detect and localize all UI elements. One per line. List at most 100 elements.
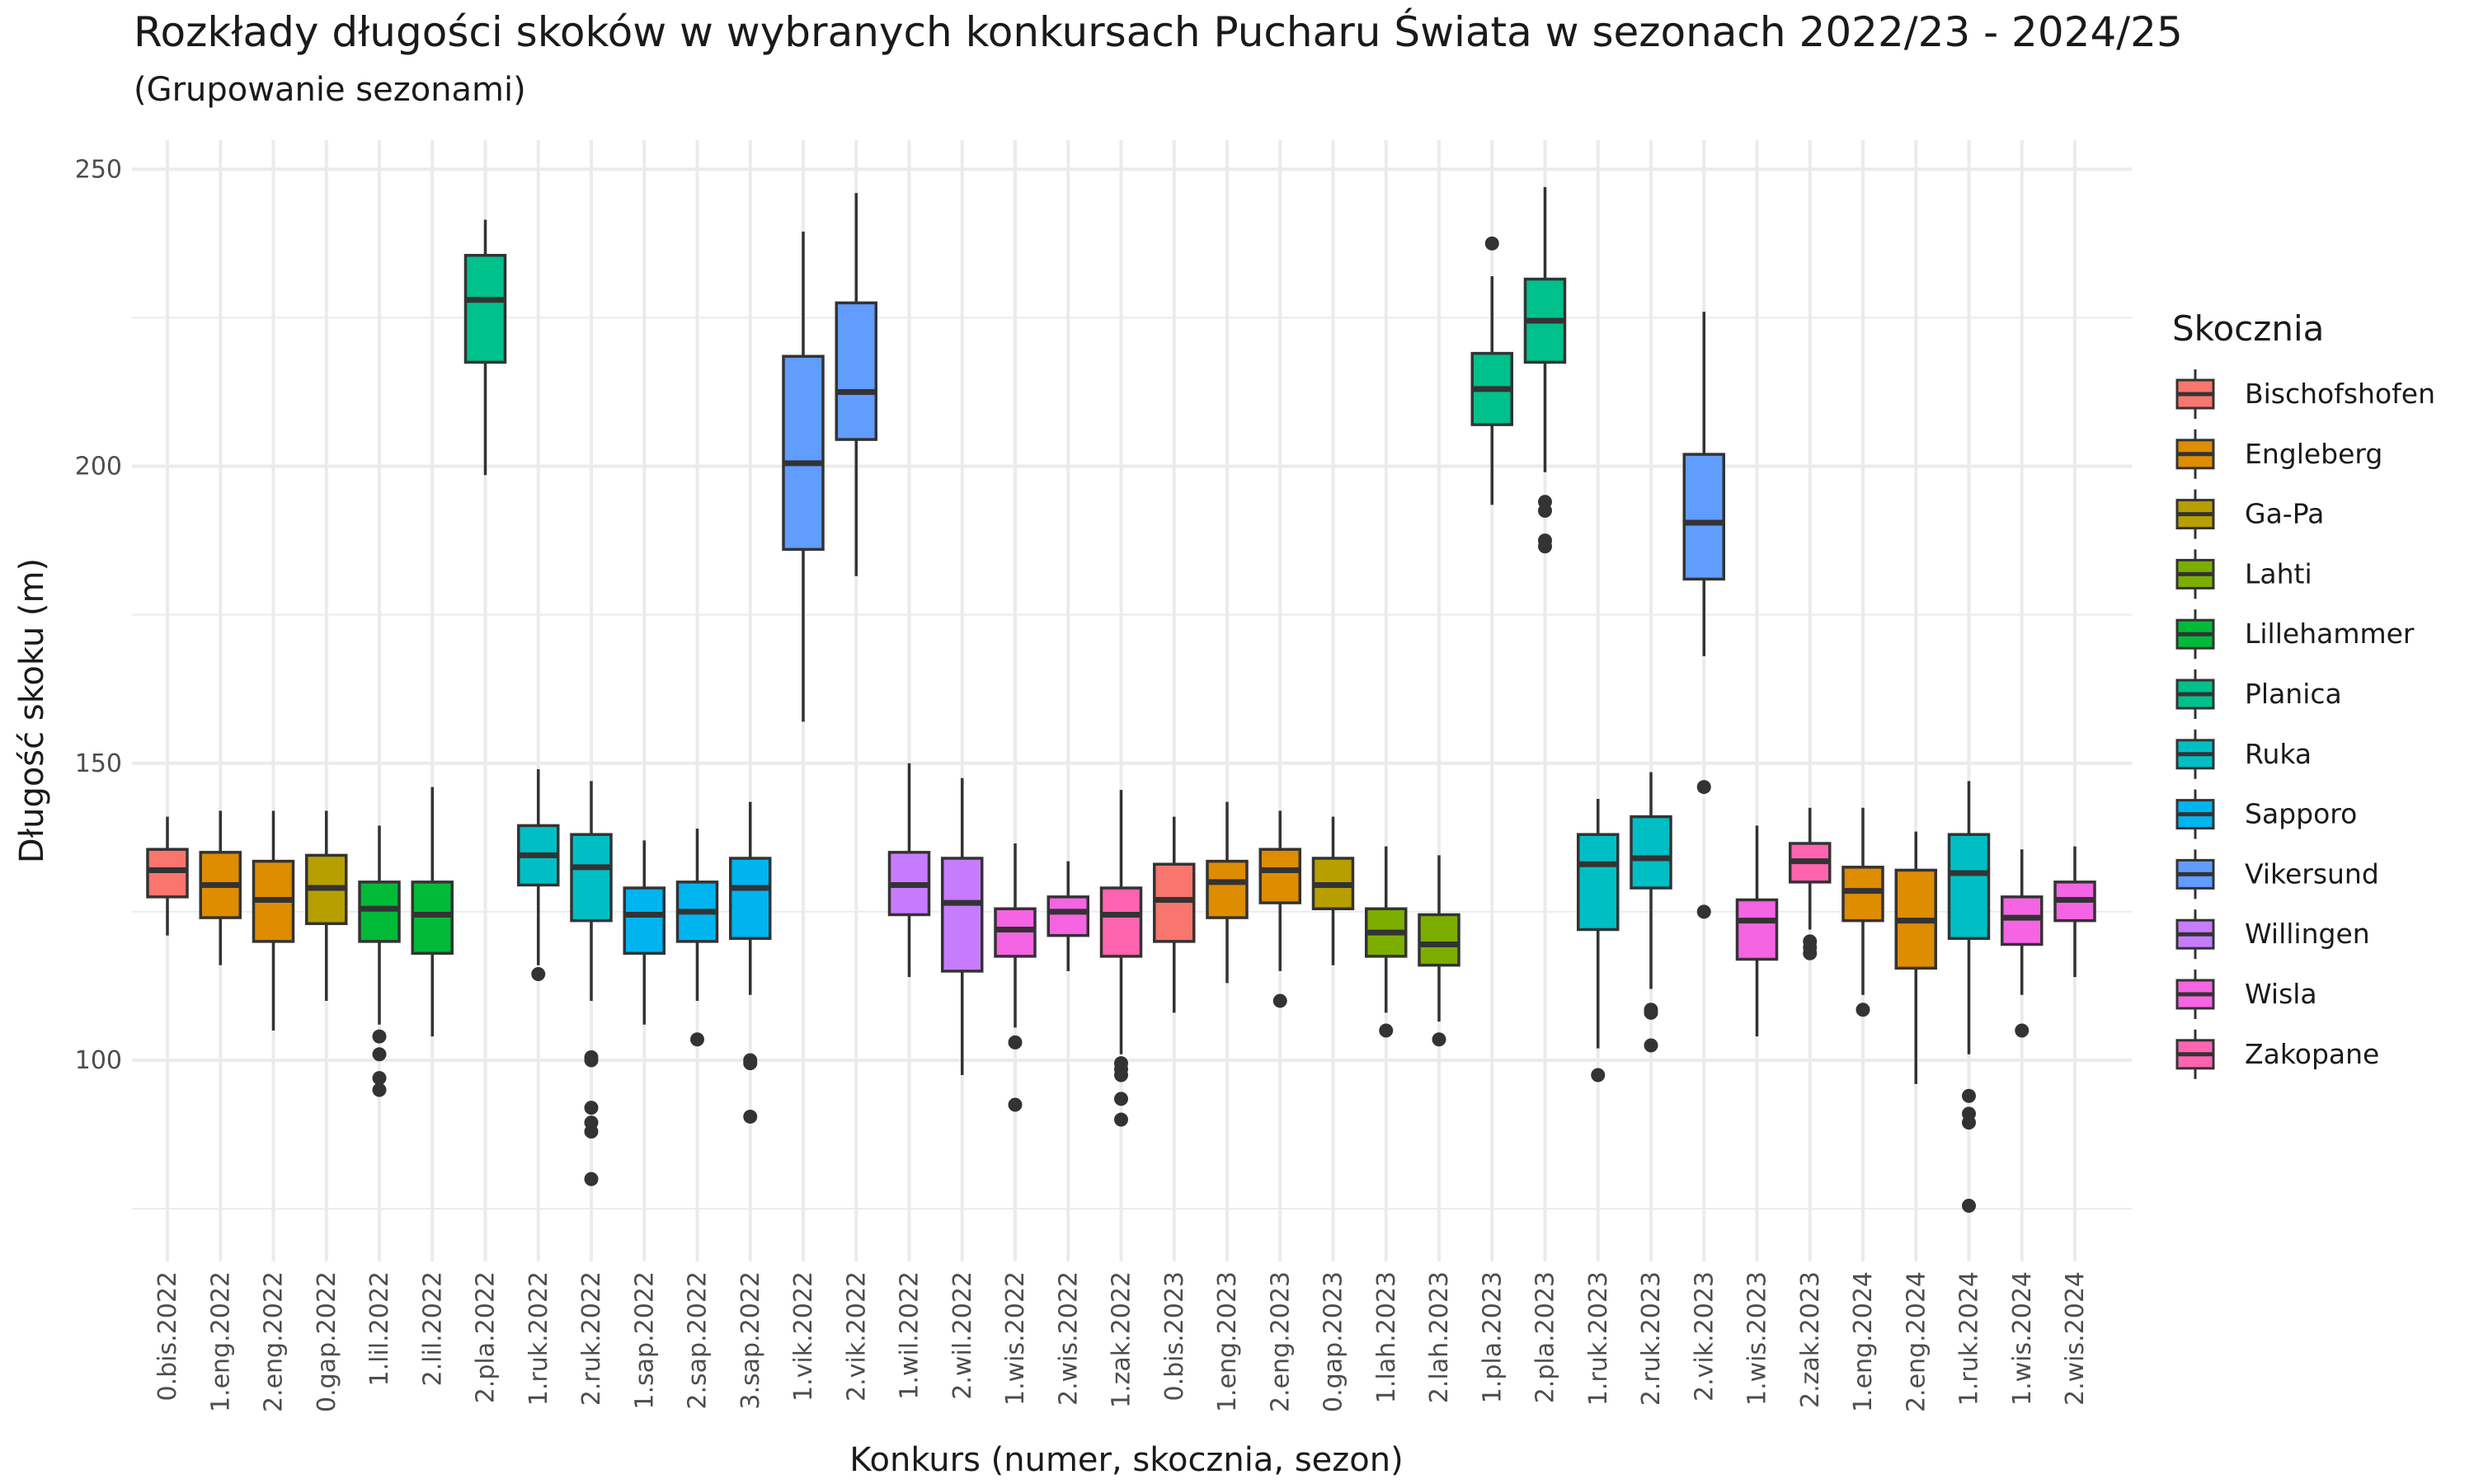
outlier-point [372, 1071, 387, 1086]
x-tick-label: 1.wil.2022 [896, 1271, 924, 1400]
outlier-point [372, 1029, 387, 1044]
box-2.eng.2023 [1258, 810, 1301, 1008]
box-1.wis.2022 [994, 843, 1037, 1112]
x-tick-label: 1.ruk.2022 [524, 1271, 553, 1406]
box-iqr [1099, 886, 1143, 958]
legend-label: Willingen [2245, 918, 2370, 950]
x-tick-label: 0.gap.2022 [313, 1271, 341, 1412]
outlier-point [1008, 1097, 1023, 1112]
box-2.pla.2023 [1523, 186, 1567, 554]
box-2.wis.2022 [1047, 861, 1089, 971]
x-tick-label: 2.eng.2022 [260, 1271, 289, 1412]
legend-label: Lillehammer [2245, 618, 2415, 650]
box-iqr [1258, 848, 1301, 904]
legend-item-Ga-Pa: Ga-Pa [2175, 489, 2324, 539]
y-tick-label: 100 [75, 1046, 122, 1075]
outlier-point [584, 1053, 599, 1068]
x-tick-label: 0.gap.2023 [1319, 1271, 1348, 1412]
box-iqr [411, 881, 454, 956]
box-2.lah.2023 [1418, 855, 1460, 1047]
box-2.zak.2023 [1789, 807, 1832, 960]
legend-label: Bischofshofen [2245, 378, 2435, 410]
box-iqr [1682, 453, 1725, 581]
outlier-point [584, 1101, 599, 1115]
box-0.bis.2023 [1153, 816, 1196, 1013]
legend-label: Sapporo [2245, 798, 2357, 830]
outlier-point [1644, 1005, 1658, 1020]
outlier-point [743, 1109, 758, 1124]
legend-item-Zakopane: Zakopane [2175, 1029, 2379, 1079]
outlier-point [1538, 504, 1552, 519]
box-iqr [1841, 866, 1884, 923]
outlier-point [1591, 1068, 1606, 1082]
box-2.sap.2022 [675, 829, 719, 1047]
legend-label: Ruka [2245, 738, 2312, 770]
legend-item-Wisla: Wisla [2175, 970, 2317, 1019]
outlier-point [1432, 1032, 1446, 1047]
x-axis-title: Konkurs (numer, skocznia, sezon) [849, 1441, 1403, 1479]
x-tick-label: 1.lah.2023 [1372, 1271, 1401, 1403]
legend-item-Lillehammer: Lillehammer [2175, 609, 2415, 660]
box-iqr [358, 881, 401, 943]
box-2.wis.2024 [2053, 846, 2096, 978]
box-1.ruk.2023 [1577, 798, 1620, 1082]
x-axis-ticks: 0.bis.2022 1.eng.2022 2.eng.2022 0.gap.2022… [153, 1271, 2090, 1412]
box-iqr [994, 907, 1037, 958]
box-2.eng.2024 [1894, 831, 1937, 1084]
boxes [146, 186, 2096, 1214]
y-axis-title: Długość skoku (m) [13, 558, 51, 863]
legend-label: Zakopane [2245, 1038, 2379, 1070]
outlier-point [1272, 993, 1287, 1008]
outlier-point [372, 1047, 387, 1062]
x-tick-label: 2.pla.2022 [472, 1271, 501, 1403]
box-0.gap.2023 [1311, 816, 1355, 965]
x-tick-label: 1.wis.2024 [2008, 1271, 2037, 1406]
outlier-point [584, 1172, 599, 1186]
x-tick-label: 2.eng.2023 [1266, 1271, 1295, 1412]
x-tick-label: 1.ruk.2023 [1584, 1271, 1613, 1406]
x-tick-label: 0.bis.2022 [153, 1271, 182, 1402]
legend-item-Ruka: Ruka [2175, 729, 2312, 779]
outlier-point [2015, 1023, 2030, 1038]
x-tick-label: 1.eng.2023 [1213, 1271, 1242, 1412]
box-2.lil.2022 [411, 787, 454, 1037]
outlier-point [1696, 904, 1711, 919]
x-tick-label: 2.wil.2022 [948, 1271, 977, 1400]
x-tick-label: 1.eng.2024 [1849, 1271, 1878, 1412]
box-iqr [2001, 895, 2044, 946]
x-tick-label: 2.vik.2023 [1690, 1271, 1719, 1402]
outlier-point [372, 1082, 387, 1097]
outlier-point [1856, 1003, 1870, 1017]
box-iqr [623, 886, 666, 956]
x-tick-label: 2.lah.2023 [1425, 1271, 1454, 1403]
outlier-point [1114, 1068, 1128, 1082]
x-tick-label: 2.eng.2024 [1902, 1271, 1931, 1412]
outlier-point [1484, 236, 1499, 251]
y-tick-label: 200 [75, 453, 122, 481]
chart-title: Rozkłady długości skoków w wybranych kon… [134, 8, 2183, 56]
box-3.sap.2022 [729, 801, 772, 1124]
box-iqr [463, 253, 507, 364]
chart-subtitle: (Grupowanie sezonami) [134, 71, 526, 109]
legend-label: Ga-Pa [2245, 498, 2324, 530]
outlier-point [1538, 539, 1552, 554]
box-iqr [1206, 859, 1249, 919]
outlier-point [1962, 1088, 1976, 1103]
legend: Skocznia Bischofshofen Engleberg Ga-Pa Laht… [2172, 308, 2435, 1079]
x-tick-label: 2.vik.2022 [842, 1271, 871, 1402]
x-tick-label: 2.sap.2022 [684, 1271, 713, 1410]
box-iqr [570, 833, 613, 923]
x-tick-label: 1.zak.2022 [1108, 1271, 1136, 1408]
outlier-point [1379, 1023, 1394, 1038]
x-tick-label: 2.lil.2022 [418, 1271, 447, 1387]
outlier-point [584, 1124, 599, 1139]
box-2.vik.2022 [835, 193, 877, 576]
box-1.wis.2023 [1735, 825, 1779, 1037]
box-1.wil.2022 [887, 763, 931, 978]
box-1.lil.2022 [358, 825, 401, 1097]
outlier-point [531, 967, 546, 982]
x-tick-label: 2.pla.2023 [1531, 1271, 1560, 1403]
outlier-point [1114, 1112, 1128, 1127]
box-1.pla.2023 [1470, 236, 1513, 505]
